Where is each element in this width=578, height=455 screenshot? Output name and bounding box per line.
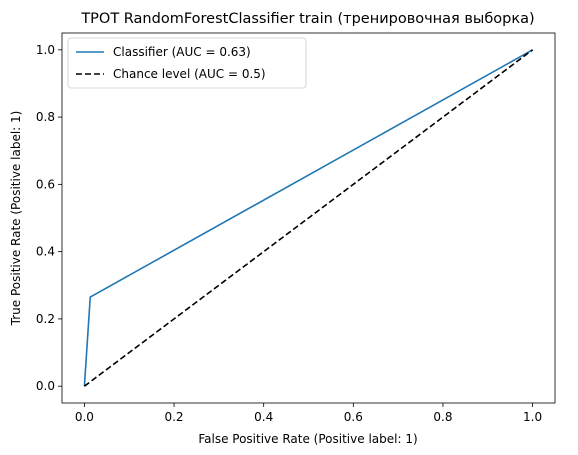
x-tick-label: 0.2 (164, 410, 183, 424)
legend-label: Chance level (AUC = 0.5) (113, 67, 266, 81)
y-tick-label: 0.0 (36, 379, 55, 393)
y-tick-label: 0.4 (36, 245, 55, 259)
legend-label: Classifier (AUC = 0.63) (113, 45, 251, 59)
x-tick-label: 0.0 (75, 410, 94, 424)
chance-level-line (83, 49, 534, 387)
x-tick-label: 1.0 (523, 410, 542, 424)
y-tick-label: 0.2 (36, 312, 55, 326)
y-axis-ticks: 0.0 0.2 0.4 0.6 0.8 1.0 (36, 43, 62, 393)
x-tick-label: 0.6 (344, 410, 363, 424)
y-tick-label: 0.8 (36, 110, 55, 124)
x-tick-label: 0.8 (433, 410, 452, 424)
plot-frame (61, 32, 556, 404)
chart-title: TPOT RandomForestClassifier train (трени… (80, 11, 534, 27)
x-tick-label: 0.4 (254, 410, 273, 424)
classifier-roc-line (83, 49, 533, 387)
plot-content (83, 49, 534, 387)
y-axis-label: True Positive Rate (Positive label: 1) (9, 111, 23, 327)
legend: Classifier (AUC = 0.63) Chance level (AUC… (67, 37, 307, 89)
x-axis-ticks: 0.0 0.2 0.4 0.6 0.8 1.0 (75, 403, 542, 424)
y-tick-label: 1.0 (36, 43, 55, 57)
x-axis-label: False Positive Rate (Positive label: 1) (198, 432, 417, 446)
legend-box (67, 37, 307, 89)
y-tick-label: 0.6 (36, 177, 55, 191)
